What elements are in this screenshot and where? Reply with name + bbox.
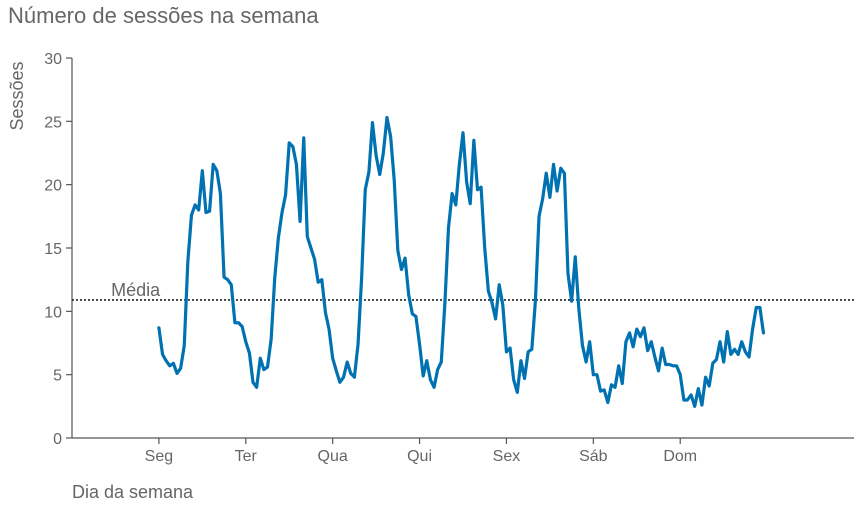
y-tick-label: 20 [44, 178, 62, 195]
mean-label: Média [111, 280, 161, 300]
x-tick-label: Qui [407, 448, 432, 465]
y-tick-label: 5 [53, 368, 62, 385]
x-tick-label: Sex [493, 448, 521, 465]
x-tick-label: Qua [318, 448, 348, 465]
y-tick-label: 25 [44, 114, 62, 131]
y-tick-label: 10 [44, 304, 62, 321]
y-tick-label: 0 [53, 431, 62, 448]
chart-title: Número de sessões na semana [8, 3, 319, 28]
series-line [157, 115, 766, 408]
x-tick-label: Ter [235, 448, 258, 465]
x-axis-ticks: Seg Ter Qua Qui Sex Sáb Dom [145, 438, 697, 465]
y-tick-label: 30 [44, 51, 62, 68]
x-tick-label: Dom [663, 448, 697, 465]
y-axis-title: Sessões [7, 61, 27, 130]
y-tick-label: 15 [44, 241, 62, 258]
x-axis-title: Dia da semana [72, 482, 194, 502]
y-axis-ticks: 0 5 10 15 20 25 30 [44, 51, 72, 448]
x-tick-label: Seg [145, 448, 173, 465]
x-tick-label: Sáb [579, 448, 608, 465]
